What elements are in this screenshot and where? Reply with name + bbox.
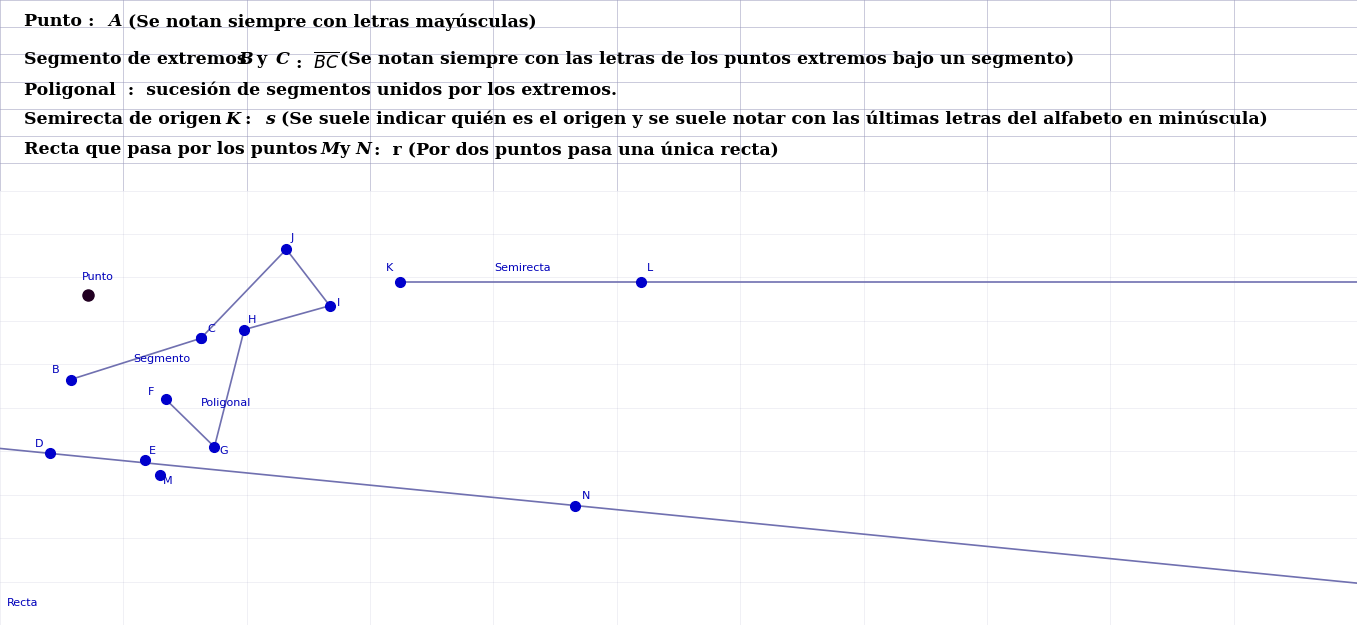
Text: Recta: Recta — [7, 598, 38, 608]
Text: K: K — [225, 111, 240, 128]
Text: Semirecta: Semirecta — [494, 263, 551, 273]
Text: s: s — [265, 111, 274, 128]
Text: C: C — [208, 324, 216, 334]
Text: Recta que pasa por los puntos: Recta que pasa por los puntos — [24, 141, 324, 158]
Text: y: y — [334, 141, 356, 158]
Text: Semirecta de origen: Semirecta de origen — [24, 111, 228, 128]
Text: N: N — [582, 491, 590, 501]
Text: Segmento de extremos: Segmento de extremos — [24, 51, 252, 69]
Text: F: F — [148, 387, 155, 397]
Text: :: : — [239, 111, 263, 128]
Text: (Se notan siempre con las letras de los puntos extremos bajo un segmento): (Se notan siempre con las letras de los … — [334, 51, 1075, 69]
Text: K: K — [387, 263, 394, 273]
Text: C: C — [275, 51, 289, 69]
Text: D: D — [35, 439, 43, 449]
Text: Poligonal: Poligonal — [201, 398, 251, 408]
Text: Punto: Punto — [81, 272, 113, 282]
Text: J: J — [290, 232, 293, 242]
Text: G: G — [220, 446, 228, 456]
Text: A: A — [109, 13, 122, 31]
Text: (Se notan siempre con letras mayúsculas): (Se notan siempre con letras mayúsculas) — [122, 13, 537, 31]
Text: M: M — [320, 141, 339, 158]
Text: B: B — [239, 51, 254, 69]
Text: M: M — [163, 476, 172, 486]
Text: Segmento: Segmento — [133, 354, 190, 364]
Text: :  r (Por dos puntos pasa una única recta): : r (Por dos puntos pasa una única recta… — [368, 141, 779, 159]
Text: L: L — [647, 263, 654, 273]
Text: N: N — [356, 141, 372, 158]
Text: E: E — [149, 446, 156, 456]
Text: y: y — [251, 51, 273, 69]
Text: H: H — [248, 315, 256, 325]
Text: :  $\overline{BC}$: : $\overline{BC}$ — [289, 51, 339, 72]
Text: B: B — [52, 365, 60, 375]
Text: Punto :: Punto : — [24, 13, 107, 31]
Text: (Se suele indicar quién es el origen y se suele notar con las últimas letras del: (Se suele indicar quién es el origen y s… — [275, 111, 1269, 128]
Text: Poligonal  :  sucesión de segmentos unidos por los extremos.: Poligonal : sucesión de segmentos unidos… — [24, 82, 617, 99]
Text: I: I — [337, 298, 339, 308]
